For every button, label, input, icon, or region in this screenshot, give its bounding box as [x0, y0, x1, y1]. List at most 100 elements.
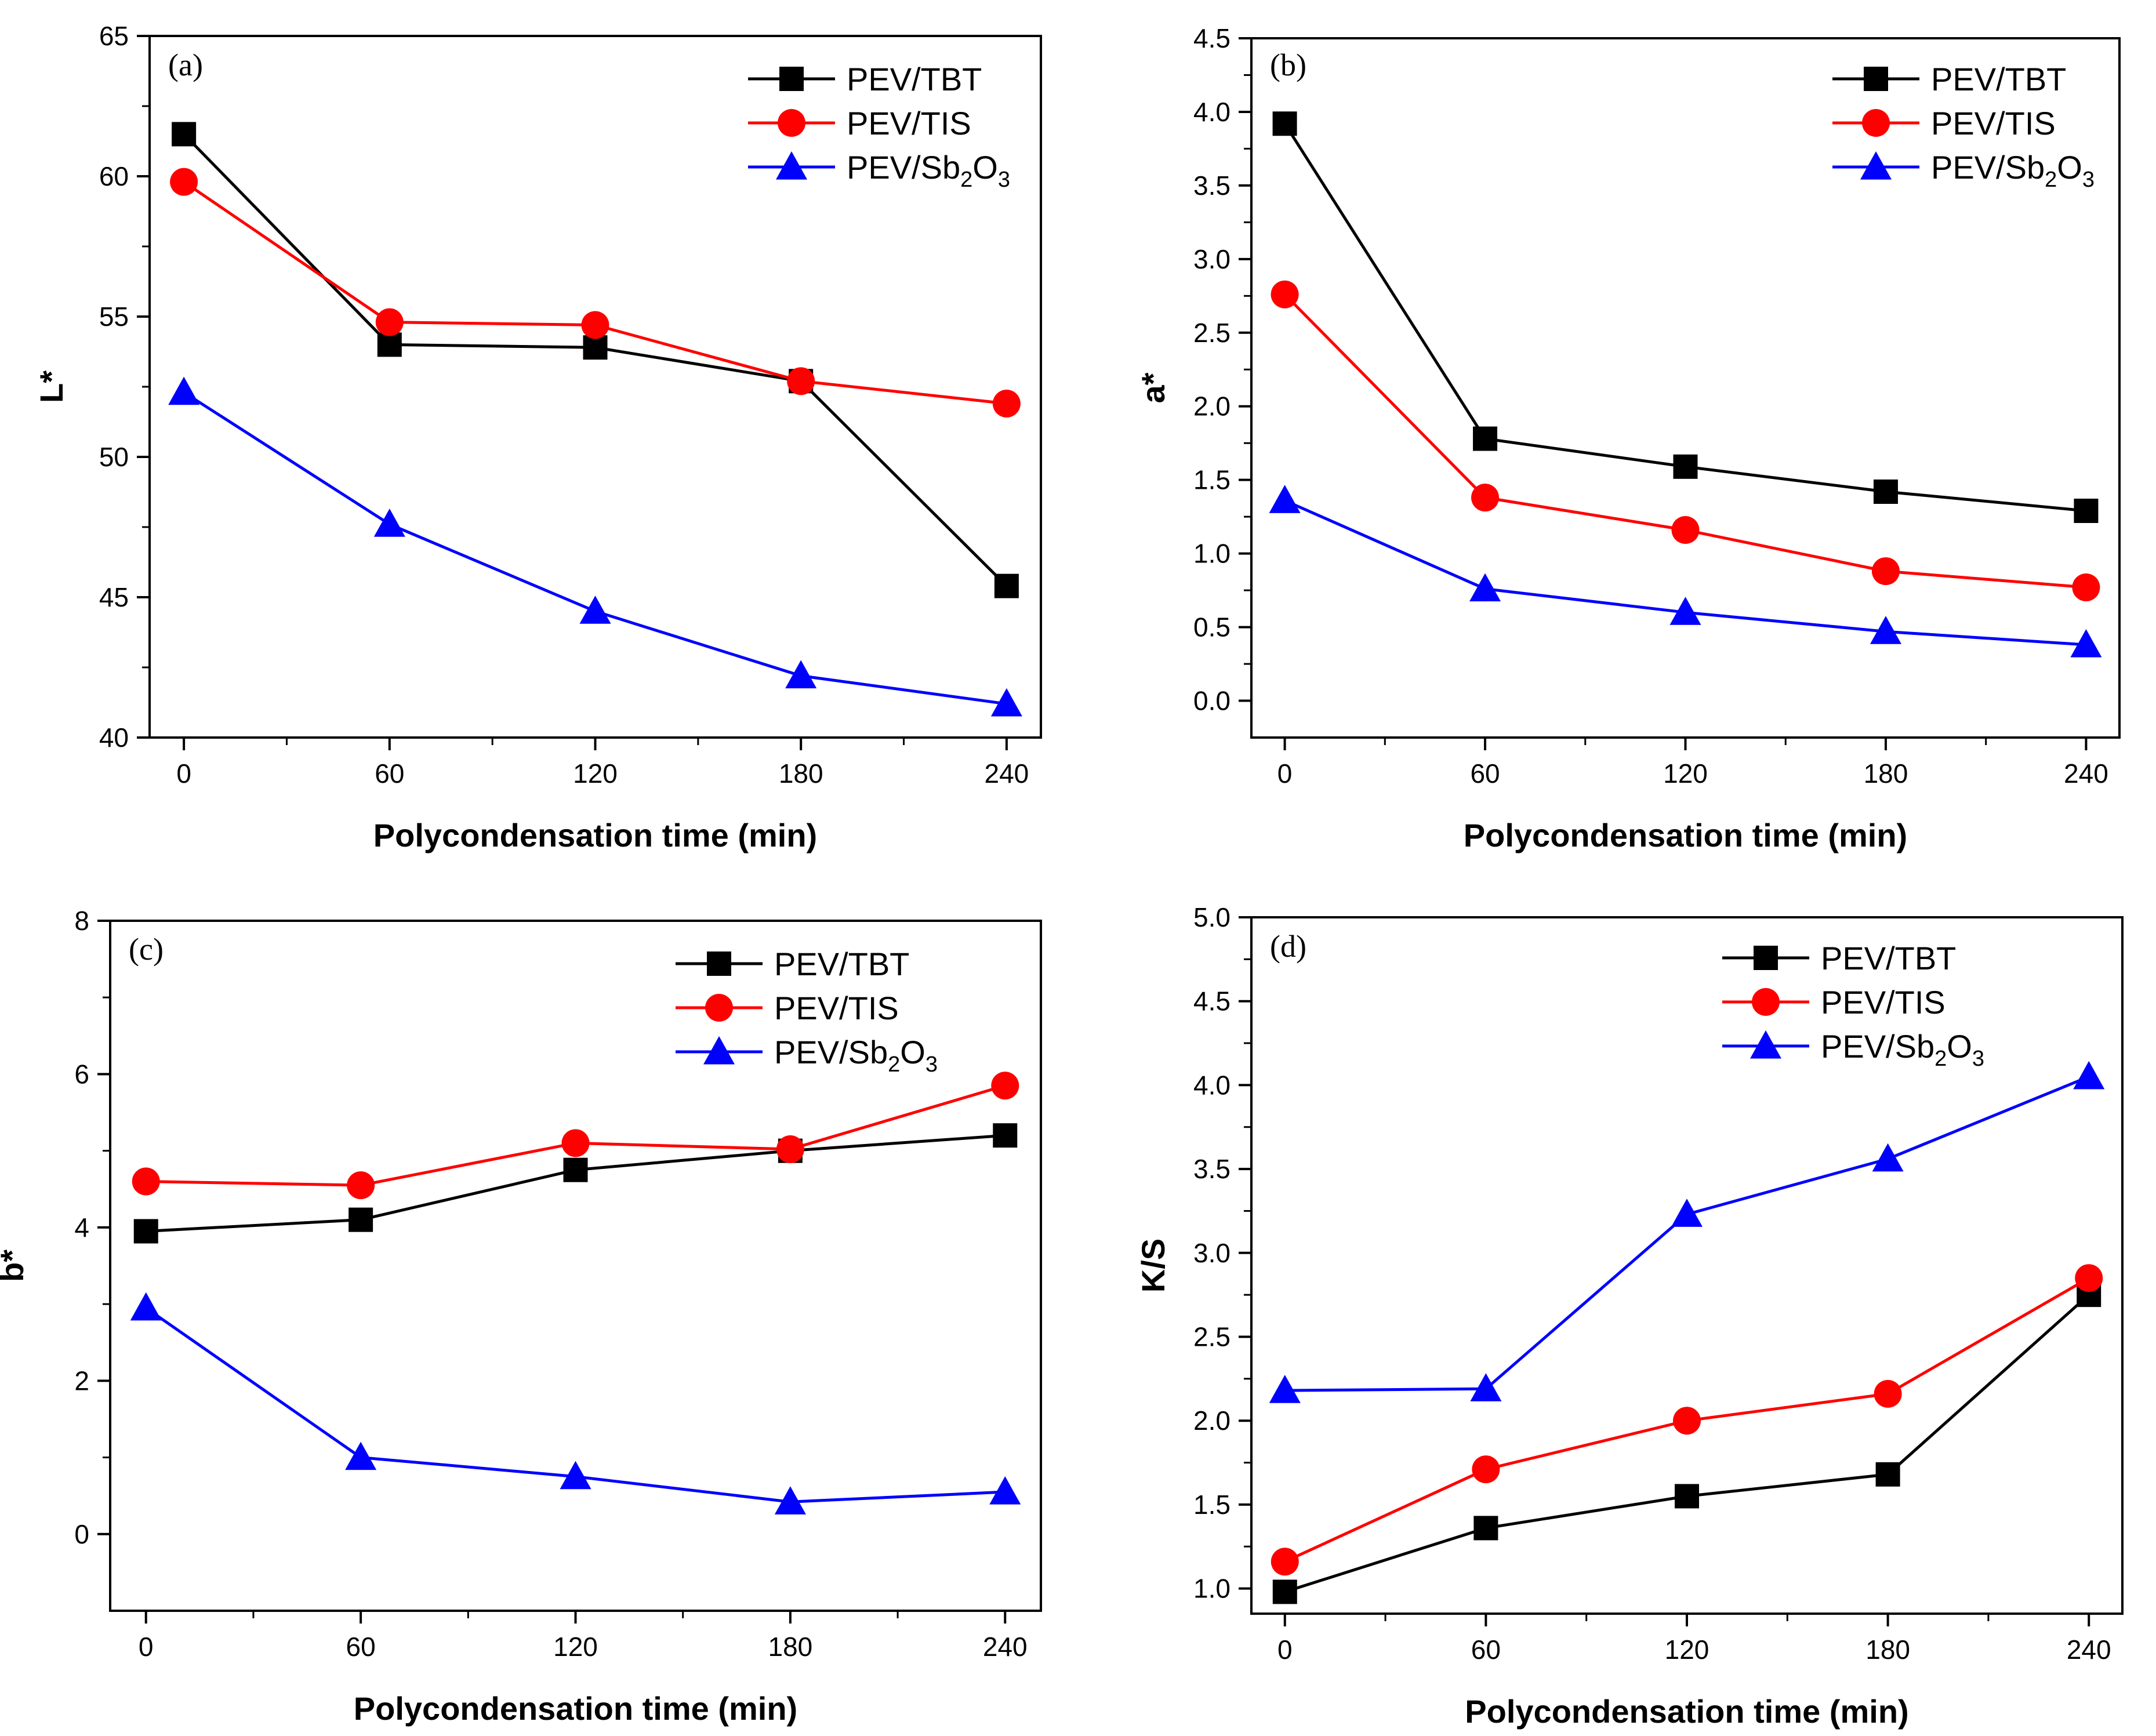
x-tick-label: 60: [375, 758, 404, 789]
data-point: [132, 1167, 160, 1196]
y-tick-label: 4.5: [1193, 986, 1231, 1016]
legend: PEV/TBT PEV/TIS PEV/Sb2O3: [748, 61, 1010, 192]
panel-label: (c): [129, 932, 164, 967]
data-point: [1269, 485, 1301, 513]
data-point: [1269, 1375, 1301, 1403]
data-point: [1874, 1379, 1902, 1408]
data-point: [377, 332, 402, 357]
data-point: [560, 1461, 591, 1490]
legend-label-part: 3: [925, 1052, 938, 1077]
legend-label: PEV/TIS: [1931, 105, 2056, 141]
data-point: [347, 1171, 375, 1200]
data-point: [776, 1135, 804, 1164]
legend-label-part: 3: [998, 168, 1010, 192]
x-tick-label: 60: [346, 1632, 376, 1662]
data-point: [581, 311, 609, 339]
series-line: [183, 180, 1007, 405]
data-point: [168, 376, 200, 405]
panel-b: 0 60 120 180 240 0.0 0.5 1.0 1.5 2.0 2.5 3.0 3.5 4.0 4…: [1135, 23, 2121, 854]
y-tick-label: 4: [74, 1212, 89, 1243]
data-point: [579, 595, 611, 624]
legend-marker: [778, 109, 805, 137]
legend-label: PEV/TBT: [1821, 940, 1956, 976]
plot-frame: [1250, 916, 2124, 1615]
y-tick-label: 8: [74, 906, 89, 936]
legend-label-part: PEV/Sb: [847, 149, 960, 186]
legend-label: PEV/TBT: [774, 946, 909, 982]
data-point: [561, 1129, 590, 1157]
legend-marker: [1754, 946, 1778, 970]
data-point: [2072, 573, 2100, 602]
x-tick-label: 180: [768, 1632, 813, 1662]
legend-marker: [705, 994, 733, 1022]
data-point: [1671, 516, 1700, 544]
data-point: [1671, 1199, 1703, 1227]
legend-label-part: 2: [960, 168, 972, 192]
data-point: [991, 1072, 1019, 1100]
legend-marker: [703, 1036, 735, 1065]
legend-marker: [1752, 988, 1780, 1016]
legend-marker: [779, 67, 804, 91]
data-point: [373, 509, 405, 537]
plot-frame: [1250, 37, 2121, 739]
panel-a: 0 60 120 180 240 40 45 50 55 60 65 Polycondensation…: [33, 21, 1042, 854]
data-point: [990, 688, 1022, 717]
y-tick-label: 65: [99, 21, 129, 51]
data-point: [1470, 1373, 1502, 1401]
y-tick-label: 45: [99, 582, 129, 612]
legend-marker: [1862, 109, 1890, 137]
series-pev-sb2o3: [1269, 485, 2102, 658]
y-tick-label: 3.5: [1193, 170, 1231, 201]
y-tick-label: 0: [74, 1519, 89, 1549]
y-tick-label: 0.5: [1193, 612, 1231, 642]
series-line: [183, 133, 1008, 587]
legend-label-part: O: [1947, 1028, 1972, 1065]
y-tick-label: 1.5: [1193, 465, 1231, 495]
data-point: [2070, 629, 2102, 658]
plot-frame: [109, 920, 1042, 1612]
x-tick-label: 240: [985, 758, 1029, 789]
legend-marker: [776, 151, 807, 180]
x-tick-label: 120: [573, 758, 618, 789]
x-tick-label: 240: [2067, 1635, 2111, 1665]
data-point: [992, 390, 1021, 418]
legend-label: PEV/Sb2O3: [1931, 149, 2095, 192]
y-tick-label: 3.0: [1193, 244, 1231, 274]
y-tick-label: 50: [99, 442, 129, 472]
legend: PEV/TBT PEV/TIS PEV/Sb2O3: [1722, 940, 1984, 1071]
legend-label-part: O: [900, 1034, 925, 1070]
series-pev-tis: [132, 1072, 1019, 1200]
y-axis-title: a*: [1135, 372, 1171, 403]
y-tick-label: 2.5: [1193, 1321, 1231, 1352]
data-point: [785, 660, 817, 689]
series-pev-tbt: [1272, 111, 2099, 524]
series-pev-sb2o3: [1269, 1061, 2105, 1403]
data-point: [1471, 484, 1500, 512]
legend-label-part: O: [972, 149, 998, 186]
data-point: [130, 1292, 162, 1321]
data-point: [1873, 479, 1898, 504]
panel-label: (b): [1270, 48, 1306, 82]
x-tick-label: 240: [983, 1632, 1028, 1662]
panel-c: 0 60 120 180 240 0 2 4 6 8 Polycondensation time (…: [0, 906, 1042, 1727]
y-tick-label: 1.0: [1193, 539, 1231, 569]
x-tick-label: 120: [1663, 758, 1708, 789]
y-tick-label: 4.5: [1193, 23, 1231, 53]
legend-label-part: PEV/Sb: [774, 1034, 888, 1070]
y-tick-label: 40: [99, 722, 129, 753]
series-pev-sb2o3: [168, 376, 1022, 717]
data-point: [2074, 499, 2099, 524]
data-point: [345, 1441, 377, 1470]
data-point: [170, 168, 198, 196]
data-point: [787, 367, 815, 395]
data-point: [2073, 1061, 2105, 1089]
legend-label: PEV/Sb2O3: [1821, 1028, 1984, 1071]
legend-label: PEV/TIS: [1821, 984, 1946, 1020]
x-tick-label: 60: [1471, 1635, 1501, 1665]
data-point: [349, 1207, 373, 1232]
legend-marker: [1750, 1030, 1781, 1059]
data-point: [2075, 1264, 2103, 1292]
data-point: [375, 308, 404, 336]
y-tick-label: 0.0: [1193, 686, 1231, 716]
data-point: [1675, 1484, 1699, 1509]
